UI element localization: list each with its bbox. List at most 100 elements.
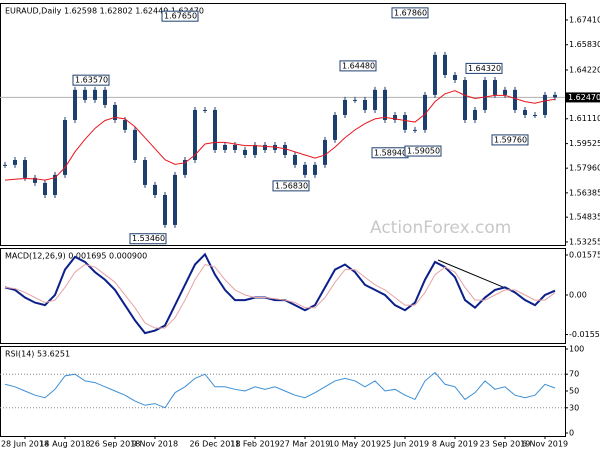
- x-tick-label: 10 May 2019: [329, 440, 381, 449]
- trend-line: [437, 259, 516, 293]
- price-bar: [373, 89, 377, 110]
- last-price-box: [566, 92, 600, 103]
- price-bar: [173, 174, 177, 225]
- price-bar: [243, 149, 247, 155]
- price-bar: [213, 109, 217, 150]
- price-bar: [523, 109, 527, 115]
- annotation-box: [391, 7, 429, 19]
- annotation-box: [129, 233, 167, 245]
- rsi-title: RSI(14) 53.6251: [5, 350, 70, 359]
- price-bar: [423, 94, 427, 130]
- y-tick-label: 1.57960: [569, 164, 600, 173]
- annotation-box: [161, 10, 199, 22]
- annotation-label: 1.59760: [494, 135, 527, 144]
- y-tick-label: 0.01575: [569, 250, 600, 259]
- price-bar: [233, 144, 237, 150]
- price-bar: [133, 129, 137, 160]
- x-tick-label: 25 Jun 2019: [381, 440, 429, 449]
- price-bar: [183, 159, 187, 175]
- price-bar: [403, 114, 407, 130]
- price-bar: [103, 89, 107, 105]
- price-bar: [23, 159, 27, 178]
- price-bar: [73, 89, 77, 121]
- price-bar: [413, 129, 417, 131]
- price-bar: [13, 159, 17, 165]
- annotation-label: 1.63570: [75, 76, 108, 85]
- y-tick-label: 1.64220: [569, 65, 600, 74]
- y-tick-label: 1.67410: [569, 15, 600, 24]
- x-tick-label: 8 Aug 2019: [432, 440, 478, 449]
- y-tick-label: 50: [569, 387, 579, 396]
- x-tick-label: 14 Aug 2018: [39, 440, 90, 449]
- price-bar: [313, 164, 317, 175]
- price-bar: [3, 164, 7, 166]
- annotation-box: [72, 74, 110, 86]
- price-bar: [543, 94, 547, 115]
- price-bar: [473, 109, 477, 121]
- price-bar: [503, 89, 507, 95]
- y-tick-label: 1.59525: [569, 139, 600, 148]
- price-bar: [433, 54, 437, 95]
- price-bar: [303, 164, 307, 175]
- moving-average: [4, 90, 556, 181]
- macd-panel: [0, 248, 566, 344]
- price-bar: [33, 177, 37, 183]
- price-bar: [533, 114, 537, 116]
- annotation-box: [272, 180, 310, 192]
- annotation-label: 1.56830: [275, 181, 308, 190]
- price-bar: [163, 194, 167, 225]
- y-tick-label: 100: [569, 345, 584, 354]
- x-tick-label: 6 Nov 2019: [522, 440, 568, 449]
- price-bar: [393, 114, 397, 121]
- annotation-box: [404, 145, 442, 157]
- price-bar: [253, 144, 257, 155]
- price-bar: [353, 99, 357, 101]
- indicator-line: [4, 263, 556, 329]
- indicator-line: [4, 371, 556, 409]
- y-tick-label: 0.00: [569, 290, 587, 299]
- x-tick-label: 23 Sep 2019: [480, 440, 531, 449]
- indicator-line: [4, 252, 556, 335]
- y-tick-label: 0: [569, 429, 574, 438]
- price-bar: [553, 94, 557, 98]
- price-bar: [53, 174, 57, 195]
- price-bar: [203, 109, 207, 111]
- price-bar: [443, 54, 447, 75]
- price-bar: [453, 74, 457, 81]
- price-bar: [83, 89, 87, 100]
- annotation-box: [491, 134, 529, 146]
- y-tick-label: 1.65830: [569, 40, 600, 49]
- price-bar: [143, 159, 147, 185]
- price-bar: [483, 80, 487, 110]
- macd-title: MACD(12,26,9) 0.001695 0.000900: [5, 252, 147, 261]
- x-tick-label: 11 Feb 2019: [230, 440, 280, 449]
- price-bar: [283, 144, 287, 155]
- price-panel: [0, 3, 566, 246]
- annotation-label: 1.67650: [164, 12, 197, 21]
- price-bar: [513, 89, 517, 110]
- annotation-box: [465, 62, 503, 74]
- y-tick-label: 1.54835: [569, 213, 600, 222]
- y-tick-label: 30: [569, 403, 579, 412]
- price-bar: [223, 144, 227, 150]
- annotation-label: 1.67860: [394, 8, 427, 17]
- annotation-label: 1.58940: [374, 148, 407, 157]
- price-bar: [383, 89, 387, 121]
- annotation-label: 1.64320: [468, 64, 501, 73]
- y-tick-label: 1.53255: [569, 237, 600, 246]
- y-tick-label: 70: [569, 370, 579, 379]
- price-bar: [293, 154, 297, 165]
- price-title: EURAUD,Daily 1.62598 1.62802 1.62449 1.6…: [5, 7, 204, 16]
- price-bar: [333, 114, 337, 140]
- x-tick-label: 27 Mar 2019: [280, 440, 331, 449]
- annotation-label: 1.59050: [407, 147, 440, 156]
- price-bar: [93, 89, 97, 100]
- x-tick-label: 28 Jun 2018: [1, 440, 49, 449]
- price-bar: [63, 120, 67, 175]
- price-bar: [323, 139, 327, 165]
- price-bar: [343, 99, 347, 115]
- price-bar: [113, 104, 117, 121]
- price-bar: [363, 99, 367, 110]
- x-tick-label: 26 Sep 2018: [90, 440, 141, 449]
